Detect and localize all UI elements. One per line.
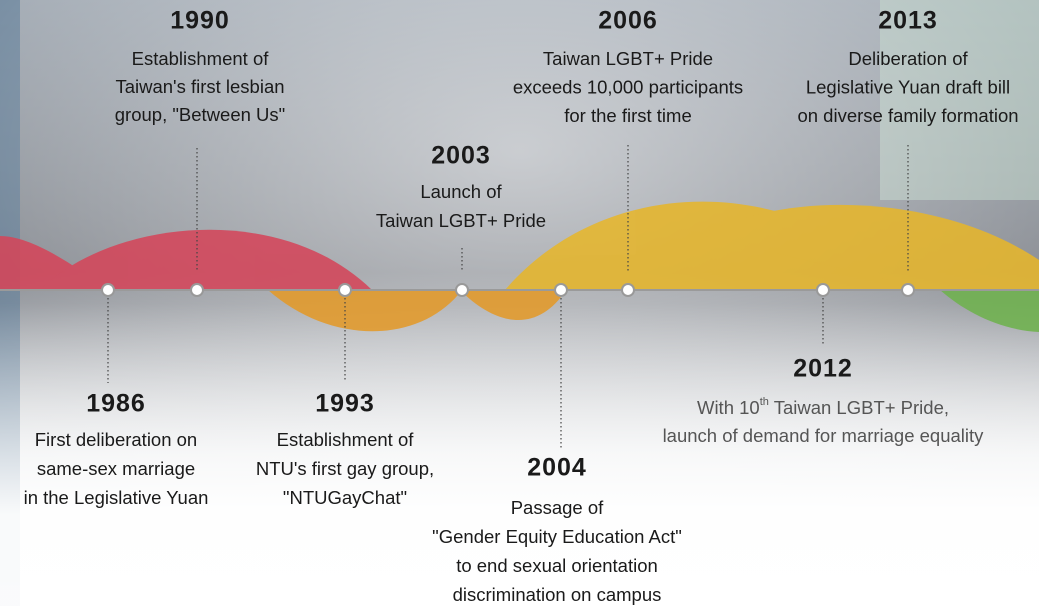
event-description: "NTUGayChat": [283, 487, 407, 508]
event-description: to end sexual orientation: [456, 555, 658, 576]
event-dot: [902, 284, 914, 296]
event-description: exceeds 10,000 participants: [513, 76, 743, 97]
event-description: "Gender Equity Education Act": [432, 526, 682, 547]
description-superscript: th: [760, 396, 769, 408]
event-description: Taiwan LGBT+ Pride: [376, 210, 546, 231]
event-description: same-sex marriage: [37, 458, 195, 479]
event-description: Taiwan LGBT+ Pride: [543, 48, 713, 69]
event-dot: [555, 284, 567, 296]
event-year: 1990: [170, 7, 230, 35]
event-description: Legislative Yuan draft bill: [806, 76, 1010, 97]
event-dot: [622, 284, 634, 296]
event-description: group, "Between Us": [115, 104, 285, 125]
event-description: launch of demand for marriage equality: [663, 425, 985, 446]
event-description: on diverse family formation: [797, 105, 1018, 126]
event-year: 2013: [878, 7, 938, 35]
event-dot: [102, 284, 114, 296]
event-description: NTU's first gay group,: [256, 458, 434, 479]
description-text: Taiwan LGBT+ Pride,: [769, 397, 949, 418]
description-text: With 10: [697, 397, 760, 418]
event-description: Taiwan's first lesbian: [115, 76, 284, 97]
event-dot: [191, 284, 203, 296]
event-dot: [339, 284, 351, 296]
event-description: Deliberation of: [848, 48, 968, 69]
event-description: Launch of: [420, 181, 502, 202]
event-description: Establishment of: [277, 429, 415, 450]
event-description: in the Legislative Yuan: [24, 487, 209, 508]
event-year: 1986: [86, 390, 146, 418]
event-description: With 10th Taiwan LGBT+ Pride,: [697, 396, 949, 418]
event-description: First deliberation on: [35, 429, 197, 450]
event-dot: [456, 284, 468, 296]
event-year: 2004: [527, 454, 587, 482]
event-year: 2006: [598, 7, 658, 35]
event-description: discrimination on campus: [453, 584, 662, 605]
event-dot: [817, 284, 829, 296]
event-year: 2003: [431, 142, 491, 170]
event-description: Passage of: [511, 497, 604, 518]
event-description: Establishment of: [132, 48, 270, 69]
event-year: 2012: [793, 355, 853, 383]
event-year: 1993: [315, 390, 375, 418]
event-description: for the first time: [564, 105, 691, 126]
timeline: 1986 First deliberation on same-sex marria…: [0, 0, 1039, 606]
